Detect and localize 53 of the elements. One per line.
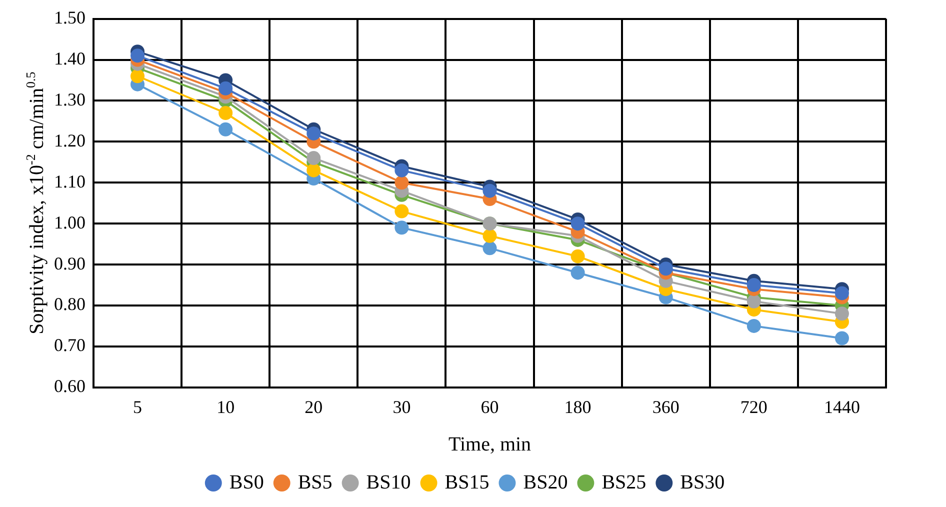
y-tick-label: 1.30	[54, 89, 86, 110]
y-tick-label: 1.50	[54, 8, 86, 28]
point	[834, 331, 849, 346]
point	[658, 262, 673, 276]
point	[306, 151, 321, 166]
point	[482, 184, 497, 198]
x-tick-label: 20	[304, 396, 323, 417]
point	[218, 122, 233, 136]
point	[130, 48, 145, 63]
point	[394, 204, 409, 218]
legend-label: BS25	[602, 471, 646, 494]
point	[218, 81, 233, 96]
point	[482, 228, 497, 243]
y-tick-label: 0.80	[54, 294, 86, 314]
point	[570, 249, 585, 264]
x-axis-title: Time, min	[448, 433, 532, 456]
legend-label: BS0	[229, 471, 264, 494]
point	[570, 216, 585, 231]
y-tick-label: 1.40	[54, 48, 86, 68]
x-tick-label: 10	[216, 396, 235, 417]
x-tick-label: 720	[740, 396, 768, 417]
y-axis-title: Sorptivity index, x10-2 cm/min0.5	[23, 72, 48, 334]
y-tick-label: 0.70	[54, 335, 86, 356]
y-tick-label: 1.10	[54, 171, 86, 192]
point	[746, 278, 761, 292]
point	[394, 176, 409, 190]
x-tick-label: 180	[564, 396, 592, 417]
y-tick-label: 1.00	[54, 212, 86, 232]
x-tick-label: 5	[133, 396, 142, 417]
x-tick-label: 60	[480, 396, 499, 417]
point	[834, 286, 849, 300]
x-tick-label: 1440	[824, 396, 860, 417]
point	[834, 306, 849, 321]
point	[570, 266, 585, 280]
legend-label: BS30	[680, 471, 725, 494]
legend-label: BS5	[298, 471, 332, 494]
point	[306, 126, 321, 140]
point	[746, 318, 761, 333]
legend-label: BS20	[523, 471, 568, 494]
x-tick-label: 30	[392, 396, 411, 417]
point	[746, 294, 761, 308]
legend-label: BS15	[444, 471, 490, 494]
y-tick-label: 1.20	[54, 130, 86, 150]
point	[482, 241, 497, 256]
y-tick-label: 0.60	[54, 376, 86, 396]
legend-label: BS10	[366, 471, 411, 494]
x-tick-label: 360	[652, 396, 680, 417]
point	[394, 220, 409, 235]
y-tick-label: 0.90	[54, 253, 86, 274]
point	[394, 163, 409, 178]
point	[130, 69, 145, 84]
point	[218, 106, 233, 120]
point	[306, 163, 321, 178]
